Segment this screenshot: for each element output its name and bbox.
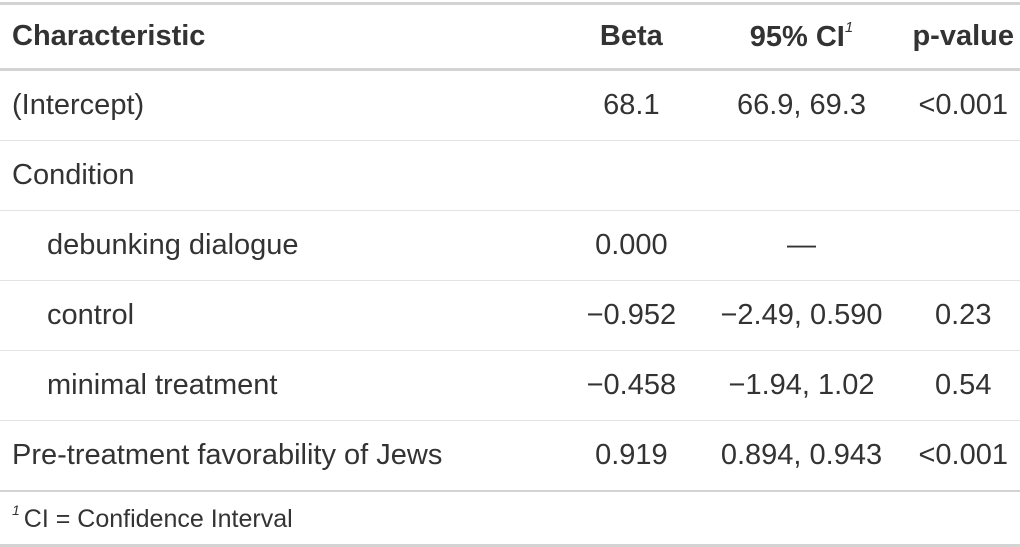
footnote-row: 1 CI = Confidence Interval — [0, 491, 1020, 547]
table-cell: 68.1 — [566, 69, 697, 141]
table-cell: <0.001 — [906, 420, 1020, 492]
header-text: p-value — [912, 20, 1014, 52]
table-cell: 0.000 — [566, 210, 697, 281]
table-cell: −1.94, 1.02 — [696, 350, 907, 421]
header-text: 95% CI — [749, 21, 845, 53]
table-cell: — — [696, 210, 907, 281]
header-cell: Characteristic — [0, 2, 567, 71]
table-header: Characteristic Beta 95% CI1 p-value — [0, 2, 1020, 71]
header-text: Beta — [599, 20, 663, 52]
table-cell: Pre-treatment favorability of Jews — [0, 420, 567, 492]
footnote-mark: 1 — [12, 502, 20, 518]
table-cell: control — [0, 280, 567, 351]
header-text: Characteristic — [12, 20, 206, 52]
table-cell: 0.894, 0.943 — [696, 420, 907, 492]
table-body: (Intercept) 68.1 66.9, 69.3 <0.001 Condition… — [0, 69, 1020, 492]
table-cell: 0.919 — [566, 420, 697, 492]
table-cell: minimal treatment — [0, 350, 567, 421]
header-row: Characteristic Beta 95% CI1 p-value — [0, 2, 1020, 71]
table-cell: 66.9, 69.3 — [696, 69, 907, 141]
table-cell — [906, 140, 1020, 211]
footnote-text: CI = Confidence Interval — [23, 505, 293, 533]
header-cell: Beta — [566, 2, 697, 71]
header-cell: p-value — [906, 2, 1020, 71]
header-cell: 95% CI1 — [696, 2, 907, 71]
table-cell: −0.458 — [566, 350, 697, 421]
table-row: debunking dialogue 0.000— — [0, 210, 1020, 281]
table-row: Pre-treatment favorability of Jews 0.919 0… — [0, 420, 1020, 492]
table-cell — [696, 140, 907, 211]
table-row: minimal treatment −0.458 −1.94, 1.02 0.54 — [0, 350, 1020, 421]
footnote: 1 CI = Confidence Interval — [0, 491, 1020, 547]
table-cell: 0.23 — [906, 280, 1020, 351]
table-row: control −0.952 −2.49, 0.590 0.23 — [0, 280, 1020, 351]
table-cell: (Intercept) — [0, 69, 567, 141]
table-row: Condition — [0, 140, 1020, 211]
table-cell — [906, 210, 1020, 281]
table-cell — [566, 140, 697, 211]
table-cell: −0.952 — [566, 280, 697, 351]
table-row: (Intercept) 68.1 66.9, 69.3 <0.001 — [0, 69, 1020, 141]
table-cell: debunking dialogue — [0, 210, 567, 281]
footnote-mark: 1 — [844, 19, 854, 36]
table-cell: <0.001 — [906, 69, 1020, 141]
table-cell: Condition — [0, 140, 567, 211]
table-cell: −2.49, 0.590 — [696, 280, 907, 351]
table-cell: 0.54 — [906, 350, 1020, 421]
